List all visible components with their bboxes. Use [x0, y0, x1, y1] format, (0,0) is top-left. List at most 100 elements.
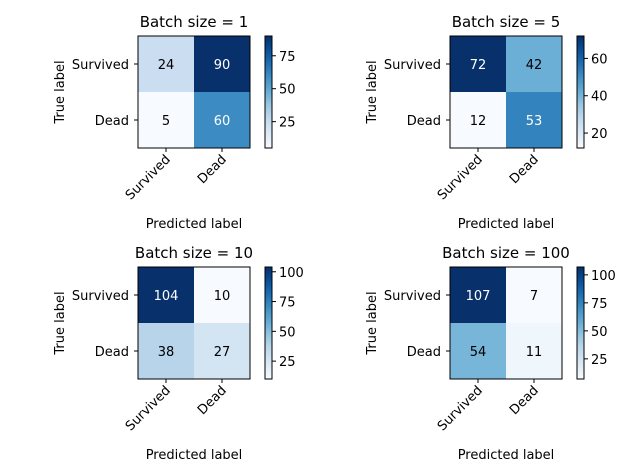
colorbar-segment — [265, 40, 272, 43]
cell-value-label: 24 — [158, 58, 175, 73]
colorbar-segment — [577, 313, 584, 316]
colorbar-segment — [265, 293, 272, 296]
colorbar-segment — [265, 122, 272, 125]
colorbar-segment — [577, 301, 584, 304]
cell-value-label: 11 — [526, 345, 543, 360]
colorbar-segment — [265, 329, 272, 332]
colorbar-segment — [265, 287, 272, 290]
colorbar-segment — [265, 146, 272, 149]
axes-frame — [137, 35, 251, 149]
colorbar-segment — [577, 86, 584, 89]
colorbar-segment — [577, 375, 584, 378]
colorbar-segment — [577, 66, 584, 69]
colorbar-segment — [265, 339, 272, 342]
colorbar-segment — [265, 62, 272, 65]
confusion-matrix-panel-1: Batch size = 1 24 90 5 60 Survived Dead Survive… — [53, 13, 296, 232]
axes-frame — [449, 35, 563, 149]
colorbar-segment — [577, 373, 584, 376]
colorbar-segment — [265, 118, 272, 121]
colorbar-segment — [577, 369, 584, 372]
cell-value-label: 60 — [214, 114, 231, 129]
colorbar-segment — [577, 108, 584, 111]
colorbar-segment — [265, 353, 272, 356]
heatmap-cell — [194, 267, 250, 323]
colorbar-segment — [577, 50, 584, 53]
heatmap-cell — [194, 323, 250, 379]
colorbar-segment — [577, 134, 584, 137]
colorbar-segment — [577, 363, 584, 366]
panel-title: Batch size = 10 — [135, 244, 253, 262]
heatmap-cell — [450, 36, 506, 92]
cell-value-label: 42 — [526, 58, 543, 73]
colorbar-segment — [265, 38, 272, 41]
colorbar-segment — [577, 351, 584, 354]
colorbar-segment — [577, 72, 584, 75]
colorbar-segment — [265, 269, 272, 272]
colorbar-segment — [577, 327, 584, 330]
colorbar-frame — [264, 35, 273, 149]
y-axis-label: True label — [365, 291, 380, 355]
colorbar-segment — [265, 319, 272, 322]
colorbar-segment — [577, 367, 584, 370]
cell-value-label: 38 — [158, 345, 175, 360]
confusion-matrix-panel-2: Batch size = 5 72 42 12 53 Survived Dead Surviv… — [365, 13, 608, 232]
colorbar-segment — [265, 132, 272, 135]
colorbar-segment — [577, 283, 584, 286]
colorbar-segment — [265, 321, 272, 324]
colorbar-segment — [577, 299, 584, 302]
colorbar-segment — [265, 64, 272, 67]
colorbar-segment — [265, 72, 272, 75]
heatmap-cell — [138, 92, 194, 148]
colorbar-segment — [265, 347, 272, 350]
colorbar-tick-label: 75 — [279, 296, 296, 311]
colorbar-segment — [265, 341, 272, 344]
colorbar-segment — [265, 102, 272, 105]
confusion-matrix-panel-3: Batch size = 10 104 10 38 27 Survived Dead Surv… — [53, 244, 304, 463]
cell-value-label: 10 — [214, 289, 231, 304]
colorbar-segment — [265, 359, 272, 362]
colorbar-segment — [577, 321, 584, 324]
colorbar-tick-label: 20 — [591, 127, 608, 142]
colorbar-segment — [577, 343, 584, 346]
colorbar-segment — [265, 144, 272, 147]
colorbar-segment — [265, 92, 272, 95]
panel-title: Batch size = 5 — [452, 13, 561, 31]
colorbar-segment — [577, 78, 584, 81]
colorbar-segment — [265, 349, 272, 352]
colorbar-segment — [577, 136, 584, 139]
colorbar-tick-label: 25 — [279, 116, 296, 131]
heatmap-cell — [450, 323, 506, 379]
colorbar: 25 50 75 — [264, 35, 296, 149]
colorbar-segment — [265, 373, 272, 376]
colorbar-segment — [577, 48, 584, 51]
heatmap-cell — [450, 92, 506, 148]
colorbar-segment — [577, 76, 584, 79]
colorbar-segment — [577, 60, 584, 63]
colorbar-segment — [577, 291, 584, 294]
colorbar-segment — [577, 269, 584, 272]
colorbar-segment — [577, 315, 584, 318]
colorbar-segment — [265, 357, 272, 360]
colorbar-segment — [265, 327, 272, 330]
colorbar-segment — [265, 345, 272, 348]
y-tick-label: Dead — [95, 345, 129, 360]
colorbar-segment — [577, 303, 584, 306]
colorbar-segment — [577, 56, 584, 59]
colorbar-segment — [577, 317, 584, 320]
colorbar-tick-label: 60 — [591, 52, 608, 67]
colorbar: 25 50 75 100 — [264, 266, 304, 380]
colorbar-segment — [577, 345, 584, 348]
cell-value-label: 5 — [162, 114, 170, 129]
colorbar-segment — [577, 46, 584, 49]
x-axis-label: Predicted label — [146, 217, 243, 232]
colorbar-segment — [577, 289, 584, 292]
x-tick-label: Dead — [195, 152, 230, 187]
colorbar-segment — [577, 42, 584, 45]
cell-value-label: 90 — [214, 58, 231, 73]
colorbar-segment — [577, 309, 584, 312]
colorbar-segment — [577, 106, 584, 109]
colorbar-segment — [265, 88, 272, 91]
colorbar-segment — [265, 317, 272, 320]
colorbar-segment — [265, 60, 272, 63]
colorbar-segment — [577, 36, 584, 39]
